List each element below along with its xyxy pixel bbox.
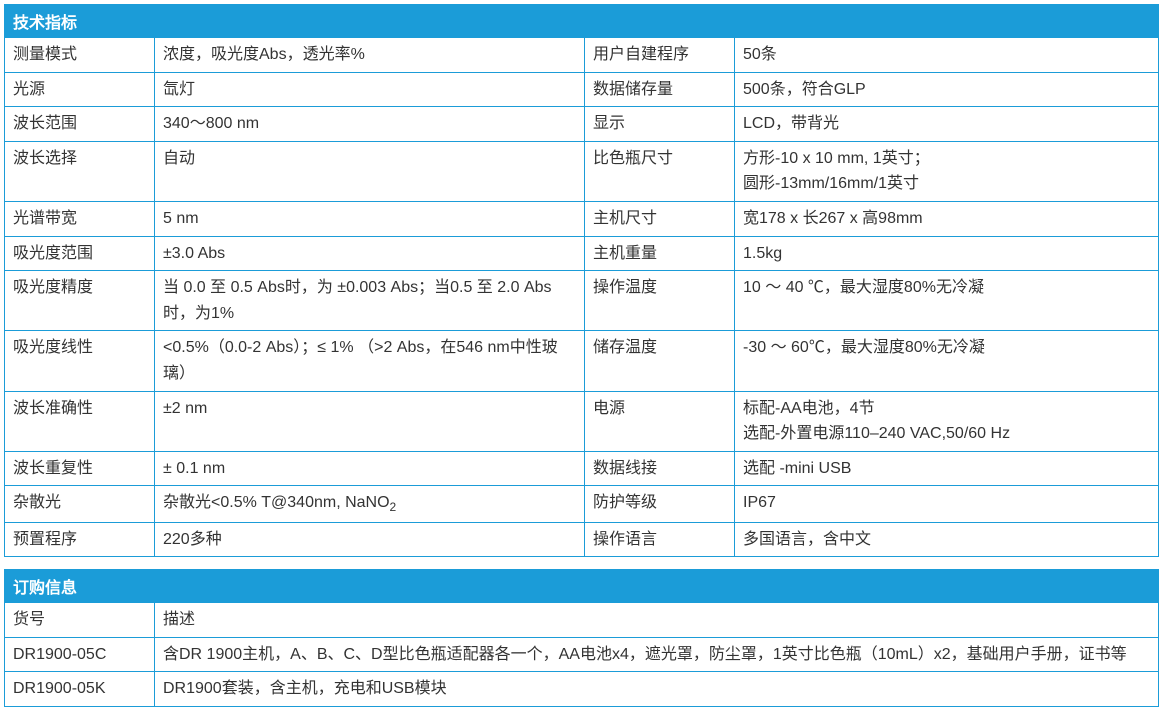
- spec-label: 波长选择: [5, 141, 155, 201]
- spec-value: 宽178 x 长267 x 高98mm: [735, 201, 1159, 236]
- spec-label: 用户自建程序: [585, 38, 735, 73]
- ordering-info-table: 订购信息货号描述DR1900-05C含DR 1900主机，A、B、C、D型比色瓶…: [4, 569, 1159, 707]
- spec-value: ± 0.1 nm: [155, 451, 585, 486]
- part-number: DR1900-05C: [5, 637, 155, 672]
- spec-value: 220多种: [155, 522, 585, 557]
- spec-value: 50条: [735, 38, 1159, 73]
- table-row: DR1900-05KDR1900套装，含主机，充电和USB模块: [5, 672, 1159, 707]
- spec-label: 吸光度线性: [5, 331, 155, 391]
- table-row: 吸光度线性<0.5%（0.0-2 Abs）；≤ 1% （>2 Abs，在546 …: [5, 331, 1159, 391]
- spec-value: -30 ～ 60℃，最大湿度80%无冷凝: [735, 331, 1159, 391]
- table-row: 吸光度精度当 0.0 至 0.5 Abs时，为 ±0.003 Abs；当0.5 …: [5, 271, 1159, 331]
- spec-value: ±2 nm: [155, 391, 585, 451]
- spec-value: 1.5kg: [735, 236, 1159, 271]
- spec-label: 主机重量: [585, 236, 735, 271]
- table-row: 波长选择自动比色瓶尺寸方形-10 x 10 mm, 1英寸；圆形-13mm/16…: [5, 141, 1159, 201]
- spec-value: 当 0.0 至 0.5 Abs时，为 ±0.003 Abs；当0.5 至 2.0…: [155, 271, 585, 331]
- table-row: DR1900-05C含DR 1900主机，A、B、C、D型比色瓶适配器各一个，A…: [5, 637, 1159, 672]
- spec-label: 电源: [585, 391, 735, 451]
- spec-value: ±3.0 Abs: [155, 236, 585, 271]
- spec-label: 主机尺寸: [585, 201, 735, 236]
- spec-label: 预置程序: [5, 522, 155, 557]
- spec-value: 340～800 nm: [155, 107, 585, 142]
- table-row: 杂散光杂散光<0.5% T@340nm, NaNO2防护等级IP67: [5, 486, 1159, 522]
- table-row: 波长准确性±2 nm电源标配-AA电池，4节选配-外置电源110–240 VAC…: [5, 391, 1159, 451]
- table-row: 波长范围340～800 nm显示LCD，带背光: [5, 107, 1159, 142]
- table-title: 订购信息: [5, 570, 1159, 603]
- table-row: 测量模式浓度，吸光度Abs，透光率%用户自建程序50条: [5, 38, 1159, 73]
- spec-label: 吸光度精度: [5, 271, 155, 331]
- spec-label: 测量模式: [5, 38, 155, 73]
- spec-value: <0.5%（0.0-2 Abs）；≤ 1% （>2 Abs，在546 nm中性玻…: [155, 331, 585, 391]
- spec-value: 选配 -mini USB: [735, 451, 1159, 486]
- table-title: 技术指标: [5, 5, 1159, 38]
- column-header: 货号: [5, 603, 155, 638]
- spec-value: 自动: [155, 141, 585, 201]
- spec-value: 5 nm: [155, 201, 585, 236]
- spec-label: 操作语言: [585, 522, 735, 557]
- spec-value: 多国语言，含中文: [735, 522, 1159, 557]
- spec-value: 氙灯: [155, 72, 585, 107]
- spec-value: 标配-AA电池，4节选配-外置电源110–240 VAC,50/60 Hz: [735, 391, 1159, 451]
- spec-label: 光谱带宽: [5, 201, 155, 236]
- spec-label: 吸光度范围: [5, 236, 155, 271]
- spec-value: LCD，带背光: [735, 107, 1159, 142]
- part-number: DR1900-05K: [5, 672, 155, 707]
- spec-label: 比色瓶尺寸: [585, 141, 735, 201]
- spec-label: 操作温度: [585, 271, 735, 331]
- spec-value: 10 ～ 40 ℃，最大湿度80%无冷凝: [735, 271, 1159, 331]
- spec-label: 储存温度: [585, 331, 735, 391]
- spec-label: 波长准确性: [5, 391, 155, 451]
- spec-label: 数据储存量: [585, 72, 735, 107]
- table-row: 预置程序220多种操作语言多国语言，含中文: [5, 522, 1159, 557]
- table-row: 光谱带宽5 nm主机尺寸宽178 x 长267 x 高98mm: [5, 201, 1159, 236]
- spec-value: 杂散光<0.5% T@340nm, NaNO2: [155, 486, 585, 522]
- spec-value: 浓度，吸光度Abs，透光率%: [155, 38, 585, 73]
- table-row: 吸光度范围±3.0 Abs主机重量1.5kg: [5, 236, 1159, 271]
- spec-value: IP67: [735, 486, 1159, 522]
- part-description: 含DR 1900主机，A、B、C、D型比色瓶适配器各一个，AA电池x4，遮光罩，…: [155, 637, 1159, 672]
- spec-label: 波长重复性: [5, 451, 155, 486]
- column-header: 描述: [155, 603, 1159, 638]
- spec-label: 杂散光: [5, 486, 155, 522]
- table-header-row: 货号描述: [5, 603, 1159, 638]
- spec-label: 光源: [5, 72, 155, 107]
- spec-label: 显示: [585, 107, 735, 142]
- table-row: 光源氙灯数据储存量500条，符合GLP: [5, 72, 1159, 107]
- spec-label: 波长范围: [5, 107, 155, 142]
- spec-label: 数据线接: [585, 451, 735, 486]
- table-row: 波长重复性± 0.1 nm数据线接选配 -mini USB: [5, 451, 1159, 486]
- technical-spec-table: 技术指标测量模式浓度，吸光度Abs，透光率%用户自建程序50条光源氙灯数据储存量…: [4, 4, 1159, 557]
- spec-label: 防护等级: [585, 486, 735, 522]
- spec-value: 500条，符合GLP: [735, 72, 1159, 107]
- spec-value: 方形-10 x 10 mm, 1英寸；圆形-13mm/16mm/1英寸: [735, 141, 1159, 201]
- part-description: DR1900套装，含主机，充电和USB模块: [155, 672, 1159, 707]
